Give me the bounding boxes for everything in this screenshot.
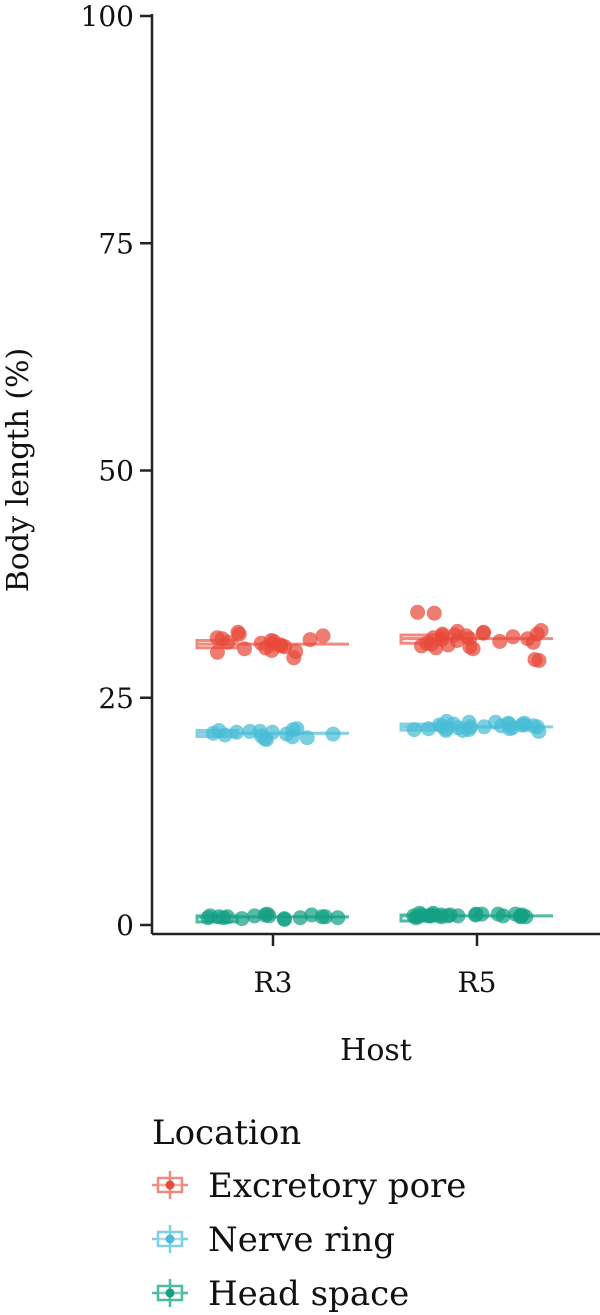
legend-items: Excretory pore Nerve ring Head space: [152, 1166, 466, 1314]
legend-title: Location: [152, 1113, 301, 1153]
data-point: [299, 730, 315, 746]
data-point: [205, 725, 221, 741]
data-point: [442, 907, 458, 923]
y-axis-ticks: 0 25 50 75 100: [81, 0, 152, 942]
data-point: [465, 641, 481, 657]
data-point: [531, 653, 547, 668]
data-point: [406, 722, 422, 738]
legend-label: Nerve ring: [208, 1220, 395, 1260]
y-tick-label: 25: [98, 682, 134, 715]
y-tick-label: 100: [81, 0, 134, 33]
data-point: [490, 906, 506, 922]
series-group-excretory-pore-r3: [195, 624, 349, 666]
data-point: [247, 908, 262, 924]
data-point: [237, 641, 252, 657]
data-point: [410, 604, 426, 620]
data-point: [302, 632, 318, 648]
data-point: [304, 907, 320, 923]
data-point: [500, 715, 516, 731]
data-point: [288, 643, 304, 659]
data-point: [426, 605, 442, 621]
data-point: [505, 629, 521, 645]
data-point: [434, 628, 450, 644]
data-point: [507, 906, 523, 922]
x-tick-label: R3: [254, 966, 293, 999]
series-group-nerve-ring-r3: [195, 721, 349, 748]
legend-label: Excretory pore: [208, 1166, 466, 1206]
data-point: [261, 908, 277, 924]
data-point: [492, 633, 508, 649]
series-group-head-space-r5: [399, 905, 553, 926]
data-point: [449, 633, 465, 648]
legend: Location Excretory pore Nerve ring Head sp…: [152, 1113, 466, 1314]
data-point: [229, 724, 245, 740]
y-tick-label: 75: [98, 227, 134, 260]
data-point: [455, 723, 471, 738]
data-point: [209, 644, 225, 660]
legend-item: Head space: [152, 1274, 409, 1314]
series-group-nerve-ring-r5: [399, 713, 553, 739]
data-point: [219, 909, 235, 925]
data-point: [476, 719, 492, 735]
data-point: [292, 910, 308, 926]
data-point: [242, 723, 258, 739]
legend-label: Head space: [208, 1274, 409, 1314]
data-point: [264, 724, 280, 740]
data-point: [438, 721, 454, 737]
y-axis-title: Body length (%): [1, 348, 36, 593]
legend-key-point: [165, 1234, 175, 1244]
data-point: [315, 628, 331, 644]
data-point: [202, 908, 218, 924]
data-point: [520, 631, 536, 647]
data-point: [317, 909, 333, 925]
data-point: [263, 633, 279, 648]
x-tick-label: R5: [458, 966, 497, 999]
legend-item: Nerve ring: [152, 1220, 395, 1260]
legend-key-point: [165, 1180, 175, 1190]
plot-marks: [195, 604, 553, 927]
data-point: [517, 717, 533, 733]
data-point: [414, 638, 429, 654]
data-point: [230, 624, 246, 640]
legend-item: Excretory pore: [152, 1166, 466, 1206]
data-point: [533, 623, 549, 638]
data-point: [425, 907, 441, 923]
legend-key-point: [165, 1288, 175, 1298]
data-point: [468, 907, 483, 923]
data-point: [325, 726, 341, 742]
y-tick-label: 50: [98, 455, 134, 488]
data-point: [330, 910, 346, 926]
data-point: [277, 912, 292, 927]
series-group-excretory-pore-r5: [399, 604, 553, 668]
data-point: [529, 719, 545, 735]
series-group-head-space-r3: [195, 906, 349, 927]
data-point: [284, 729, 300, 745]
data-point: [475, 625, 491, 641]
data-point: [234, 911, 250, 927]
data-point: [220, 634, 236, 650]
x-axis-title: Host: [340, 1033, 412, 1068]
x-axis-ticks: R3 R5: [254, 934, 497, 999]
y-tick-label: 0: [116, 909, 134, 942]
